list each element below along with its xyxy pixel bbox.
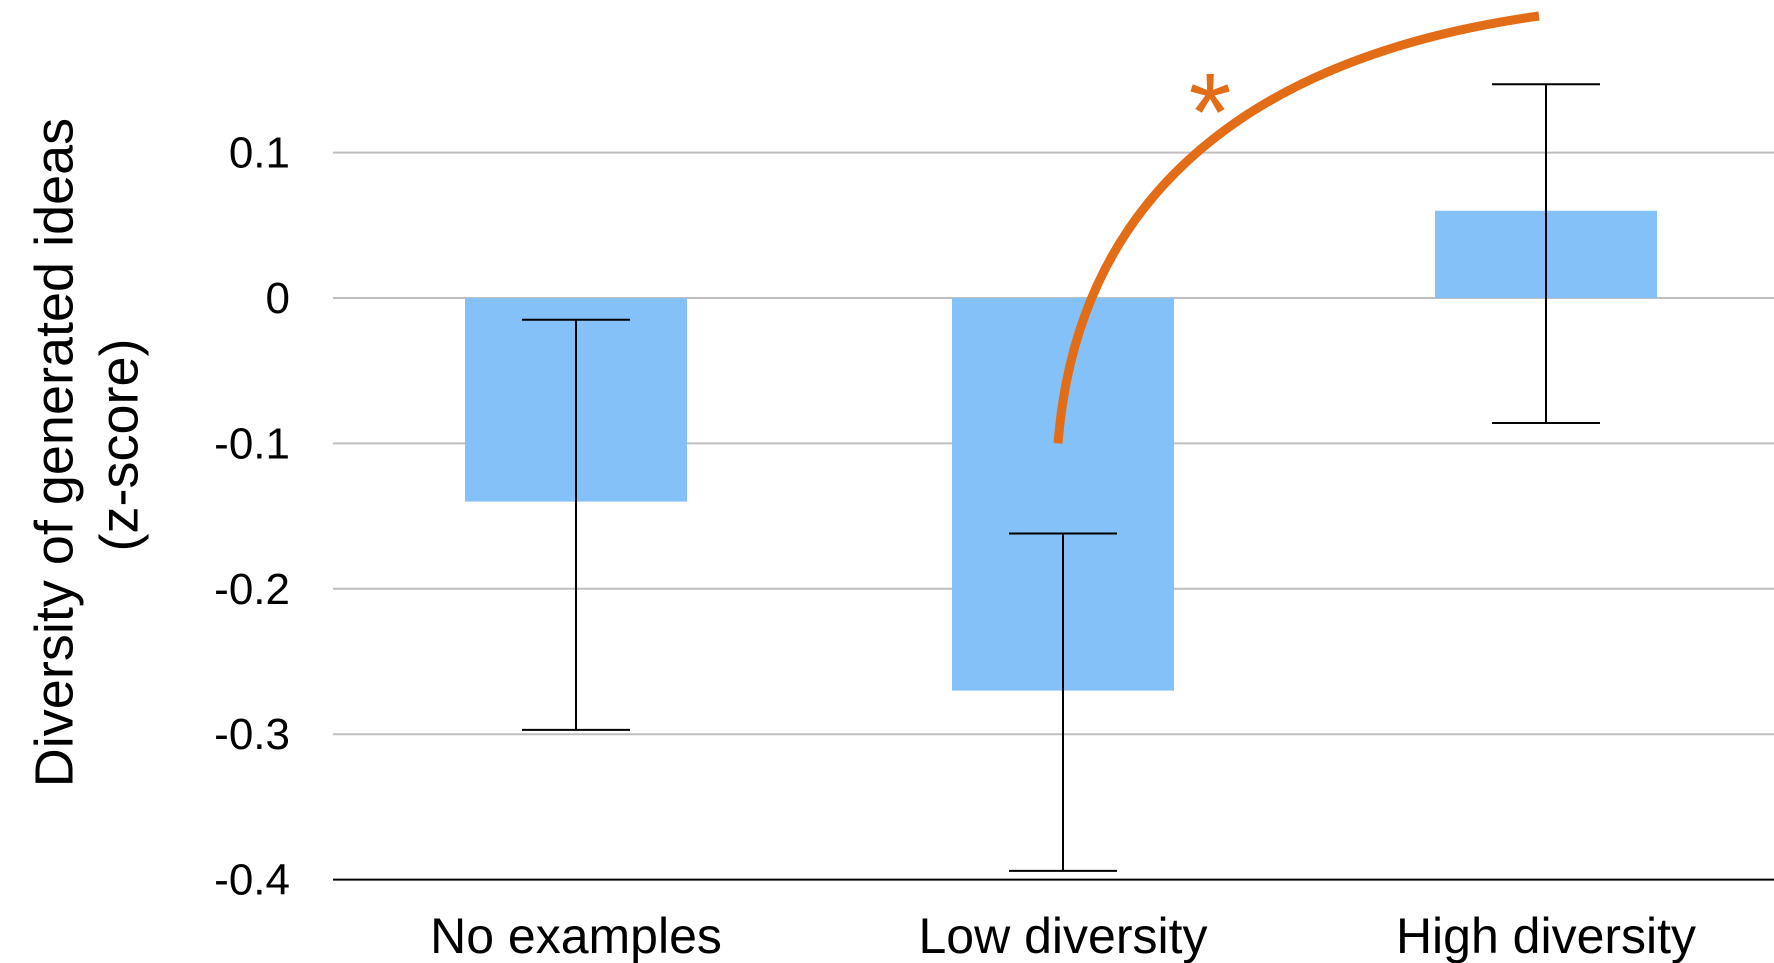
significance-arc — [1053, 11, 1540, 444]
y-axis-title-line-2: (z-score) — [89, 339, 149, 552]
bars — [465, 210, 1657, 691]
x-category-labels: No examples Low diversity High diversity — [430, 908, 1696, 963]
y-tick-label: -0.2 — [214, 565, 290, 614]
y-axis-title: Diversity of generated ideas (z-score) — [25, 103, 150, 787]
y-tick-label: -0.3 — [214, 710, 290, 759]
y-axis-title-line-1: Diversity of generated ideas — [25, 118, 85, 787]
significance-annotation: * — [1053, 11, 1540, 444]
x-category-label: Low diversity — [919, 908, 1208, 963]
y-tick-label: 0 — [266, 274, 290, 323]
significance-star: * — [1189, 51, 1232, 174]
y-tick-labels: 0.1 0 -0.1 -0.2 -0.3 -0.4 — [214, 129, 290, 905]
x-category-label: High diversity — [1396, 908, 1696, 963]
x-category-label: No examples — [430, 908, 722, 963]
y-tick-label: -0.1 — [214, 419, 290, 468]
y-tick-label: -0.4 — [214, 856, 290, 905]
error-bars — [522, 83, 1600, 872]
y-tick-label: 0.1 — [229, 129, 290, 178]
